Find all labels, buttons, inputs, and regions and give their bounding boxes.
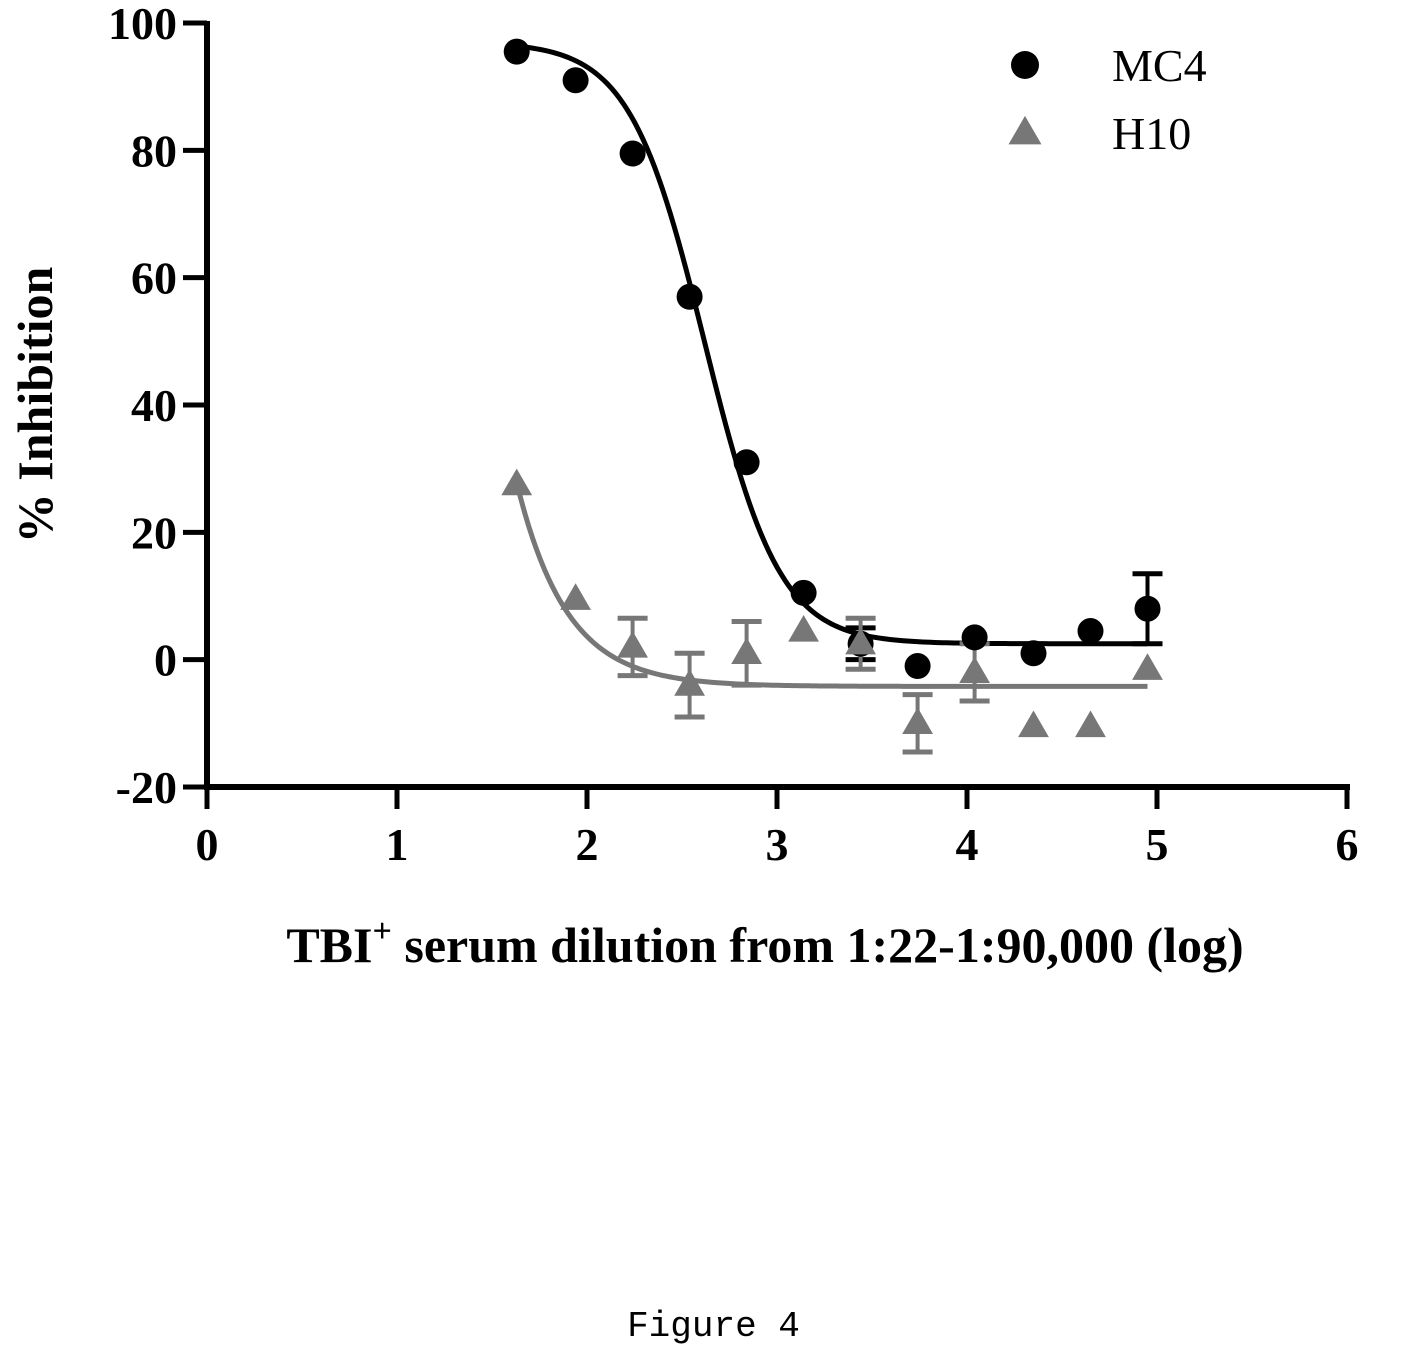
point-mc4 <box>1077 618 1104 645</box>
figure-caption: Figure 4 <box>627 1306 800 1347</box>
y-tick-label: 20 <box>131 507 177 558</box>
point-h10 <box>959 656 990 684</box>
x-tick-label: 1 <box>386 819 409 870</box>
point-mc4 <box>733 449 760 476</box>
x-tick-label: 6 <box>1336 819 1359 870</box>
point-mc4 <box>503 38 530 65</box>
x-axis-title-superscript: + <box>373 913 392 950</box>
point-h10 <box>560 583 591 610</box>
y-tick-label: 80 <box>131 125 177 176</box>
point-h10 <box>731 637 762 664</box>
y-axis-title: % Inhibition <box>7 267 63 544</box>
point-h10 <box>788 615 819 642</box>
x-tick-label: 0 <box>196 819 219 870</box>
x-tick-label: 4 <box>956 819 979 870</box>
legend-marker-mc4 <box>1011 51 1039 79</box>
y-tick-label: -20 <box>116 762 177 813</box>
y-tick-label: 60 <box>131 253 177 304</box>
point-h10 <box>617 630 648 658</box>
y-tick-label: 100 <box>108 0 177 49</box>
x-axis-title-rest: serum dilution from 1:22-1:90,000 (log) <box>392 917 1244 973</box>
fit-curves <box>514 43 1148 689</box>
x-axis-title: TBI+ serum dilution from 1:22-1:90,000 (… <box>286 913 1243 973</box>
legend-label-h10: H10 <box>1112 108 1191 159</box>
point-mc4 <box>904 653 931 680</box>
fit-curve-h10 <box>514 482 1148 689</box>
point-h10 <box>1132 653 1163 680</box>
fit-curve-mc4 <box>516 43 1148 647</box>
point-h10 <box>845 627 876 655</box>
point-mc4 <box>562 67 589 94</box>
x-tick-label: 5 <box>1146 819 1169 870</box>
y-tick-label: 40 <box>131 380 177 431</box>
point-mc4 <box>1134 595 1161 622</box>
legend-label-mc4: MC4 <box>1112 40 1207 91</box>
point-mc4 <box>790 579 817 606</box>
point-mc4 <box>619 140 646 167</box>
legend-marker-h10 <box>1008 115 1042 145</box>
point-h10 <box>674 669 705 696</box>
point-h10 <box>501 468 533 496</box>
x-tick-label: 2 <box>576 819 599 870</box>
point-h10 <box>902 707 933 734</box>
error-bars <box>617 571 1163 755</box>
axes: 0 1 2 3 4 5 6 -20 0 20 40 60 80 100 <box>108 0 1359 870</box>
y-tick-label: 0 <box>154 635 177 686</box>
data-points <box>501 38 1163 738</box>
x-tick-label: 3 <box>766 819 789 870</box>
point-h10 <box>1018 710 1049 738</box>
point-mc4 <box>676 283 703 310</box>
point-mc4 <box>1020 640 1047 667</box>
point-mc4 <box>961 624 988 651</box>
x-axis-title-main: TBI <box>286 917 372 973</box>
point-h10 <box>1075 710 1106 738</box>
